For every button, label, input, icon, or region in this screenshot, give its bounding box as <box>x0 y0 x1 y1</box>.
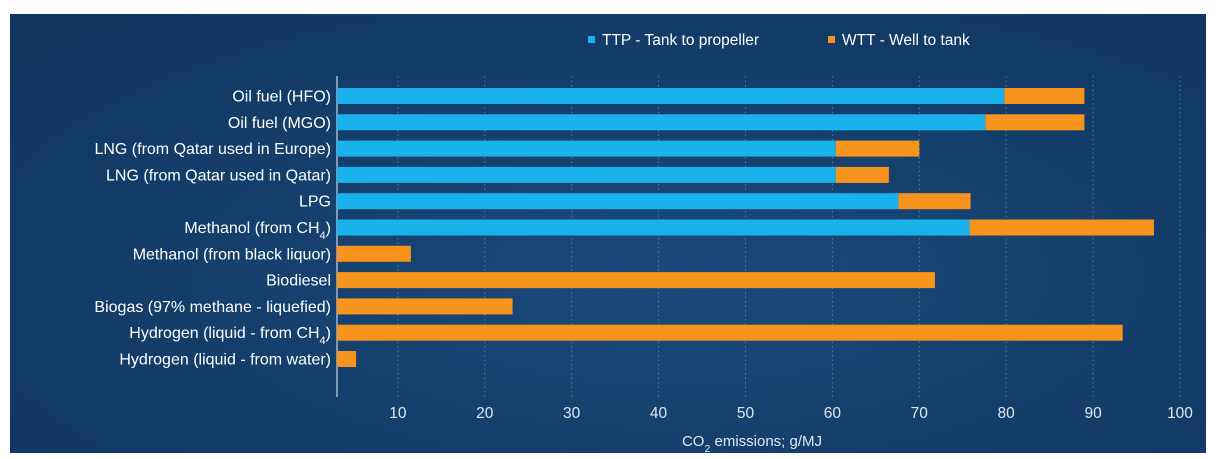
bar-ttp <box>337 88 1005 104</box>
category-label: LPG <box>299 194 331 211</box>
x-tick-label: 90 <box>1084 405 1102 422</box>
bar-wtt <box>337 351 357 367</box>
bar-wtt <box>337 298 513 315</box>
bar-wtt <box>337 245 411 262</box>
bar-wtt <box>835 140 920 157</box>
x-tick-label: 40 <box>650 405 668 422</box>
x-tick-label: 50 <box>737 405 755 422</box>
x-tick-label: 10 <box>389 405 407 422</box>
bars <box>337 88 1154 367</box>
bar-wtt <box>969 219 1154 236</box>
x-tick-label: 20 <box>476 405 494 422</box>
category-label: Methanol (from CH4) <box>184 220 331 242</box>
category-label: Biogas (97% methane - liquefied) <box>94 299 331 316</box>
bar-wtt <box>985 114 1085 131</box>
x-tick-label: 100 <box>1167 405 1193 422</box>
bar-ttp <box>337 140 836 157</box>
bar-ttp <box>337 193 899 210</box>
bar-ttp <box>337 114 986 131</box>
legend-swatch <box>828 36 835 43</box>
bar-wtt <box>835 166 889 183</box>
bar-ttp <box>337 166 836 183</box>
bar-chart: Oil fuel (HFO) Oil fuel (MGO) LNG (from Qa… <box>94 32 1193 453</box>
category-label: Oil fuel (MGO) <box>228 115 331 132</box>
category-label: Hydrogen (liquid - from water) <box>119 352 331 369</box>
bar-wtt <box>1004 88 1085 104</box>
legend-label: WTT - Well to tank <box>842 32 970 49</box>
category-label: Hydrogen (liquid - from CH4) <box>129 325 331 347</box>
category-label: Methanol (from black liquor) <box>133 246 331 263</box>
bar-wtt <box>337 324 1123 341</box>
legend: TTP - Tank to propeller WTT - Well to tan… <box>588 32 970 49</box>
x-tick-label: 30 <box>563 405 581 422</box>
category-label: LNG (from Qatar used in Europe) <box>94 141 331 158</box>
category-label: Biodiesel <box>266 273 331 290</box>
bar-wtt <box>898 193 971 210</box>
x-axis-title: CO2 emissions; g/MJ <box>682 433 822 453</box>
x-tick-label: 60 <box>824 405 842 422</box>
chart-panel: Oil fuel (HFO) Oil fuel (MGO) LNG (from Qa… <box>10 14 1206 453</box>
category-labels: Oil fuel (HFO) Oil fuel (MGO) LNG (from Qa… <box>94 89 331 369</box>
bar-ttp <box>337 219 970 236</box>
x-tick-labels: 10 20 30 40 50 60 70 80 90 100 <box>389 405 1193 422</box>
category-label: Oil fuel (HFO) <box>232 89 331 106</box>
legend-label: TTP - Tank to propeller <box>602 32 759 49</box>
bar-wtt <box>337 272 935 289</box>
legend-swatch <box>588 36 595 43</box>
category-label: LNG (from Qatar used in Qatar) <box>106 167 331 184</box>
x-tick-label: 70 <box>911 405 929 422</box>
x-tick-label: 80 <box>998 405 1016 422</box>
